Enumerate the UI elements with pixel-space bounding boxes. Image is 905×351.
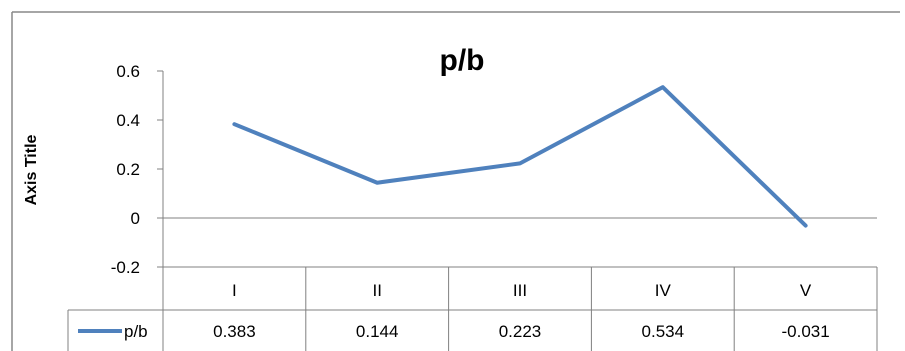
x-category-label: IV (655, 281, 672, 300)
table-value-cell: -0.031 (781, 322, 829, 341)
chart-title: p/b (440, 44, 485, 77)
series-line-pb (232, 85, 808, 228)
table-value-cell: 0.144 (356, 322, 399, 341)
x-category-label: III (513, 281, 527, 300)
y-tick-label: 0.4 (116, 111, 140, 130)
y-tick-label: -0.2 (111, 258, 140, 277)
table-value-cell: 0.223 (499, 322, 542, 341)
x-category-label: II (372, 281, 381, 300)
table-value-cell: 0.383 (213, 322, 256, 341)
x-category-label: I (232, 281, 237, 300)
legend-key-label: p/b (124, 322, 148, 341)
table-value-cell: 0.534 (642, 322, 685, 341)
x-category-label: V (800, 281, 812, 300)
y-axis-title: Axis Title (23, 134, 40, 205)
y-tick-label: 0 (131, 209, 140, 228)
y-tick-label: 0.2 (116, 160, 140, 179)
y-tick-label: 0.6 (116, 62, 140, 81)
